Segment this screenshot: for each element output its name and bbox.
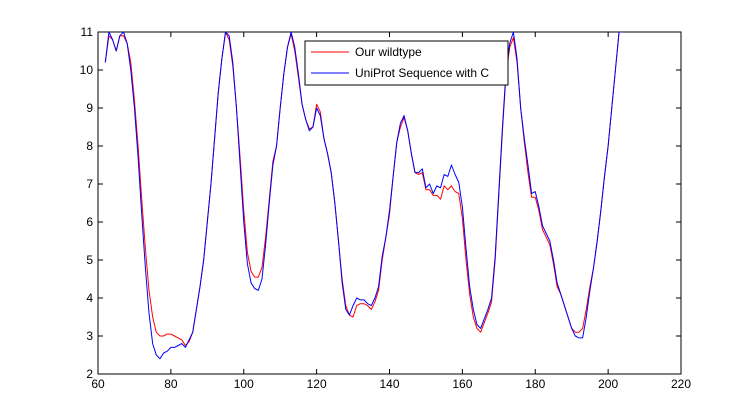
series-line-1 [104,32,623,360]
x-tick-label: 140 [379,377,399,391]
y-tick-label: 6 [86,215,93,229]
x-tick-label: 200 [598,377,618,391]
y-tick-label: 2 [86,367,93,381]
x-tick-label: 180 [525,377,545,391]
x-tick-label: 160 [452,377,472,391]
y-tick-label: 11 [81,25,94,39]
y-tick-label: 4 [86,291,93,305]
legend-box [304,40,509,86]
x-tick-label: 60 [91,377,105,391]
x-tick-label: 120 [307,377,327,391]
y-tick-label: 9 [86,101,93,115]
y-tick-label: 10 [80,63,94,77]
legend-label-1: UniProt Sequence with C [355,66,489,80]
x-tick-label: 100 [234,377,254,391]
y-tick-label: 3 [86,329,93,343]
y-tick-label: 7 [86,177,93,191]
x-tick-label: 220 [671,377,691,391]
y-tick-label: 8 [86,139,93,153]
legend-label-0: Our wildtype [355,45,422,59]
y-tick-label: 5 [86,253,93,267]
x-tick-label: 80 [164,377,178,391]
